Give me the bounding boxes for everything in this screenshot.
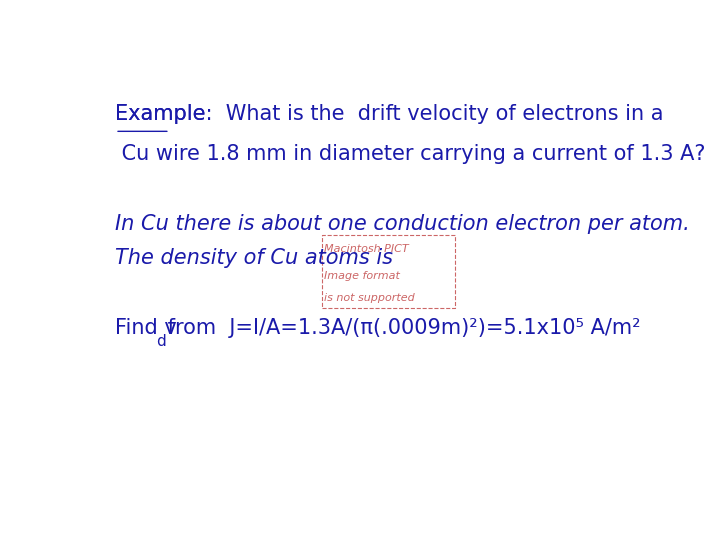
Text: Example:  What is the  drift velocity of electrons in a: Example: What is the drift velocity of e… (115, 104, 664, 124)
Text: Find v: Find v (115, 319, 177, 339)
Bar (322, 235, 456, 308)
Text: Example: Example (115, 104, 206, 124)
Text: from  J=I/A=1.3A/(π(.0009m)²)=5.1x10⁵ A/m²: from J=I/A=1.3A/(π(.0009m)²)=5.1x10⁵ A/m… (161, 319, 641, 339)
Text: In Cu there is about one conduction electron per atom.: In Cu there is about one conduction elec… (115, 214, 690, 234)
Text: Image format: Image format (324, 271, 400, 281)
Text: is not supported: is not supported (324, 293, 415, 303)
Text: The density of Cu atoms is: The density of Cu atoms is (115, 248, 393, 268)
Text: d: d (156, 334, 166, 349)
Text: Macintosh PICT: Macintosh PICT (324, 244, 409, 254)
Text: Cu wire 1.8 mm in diameter carrying a current of 1.3 A?: Cu wire 1.8 mm in diameter carrying a cu… (115, 144, 706, 164)
